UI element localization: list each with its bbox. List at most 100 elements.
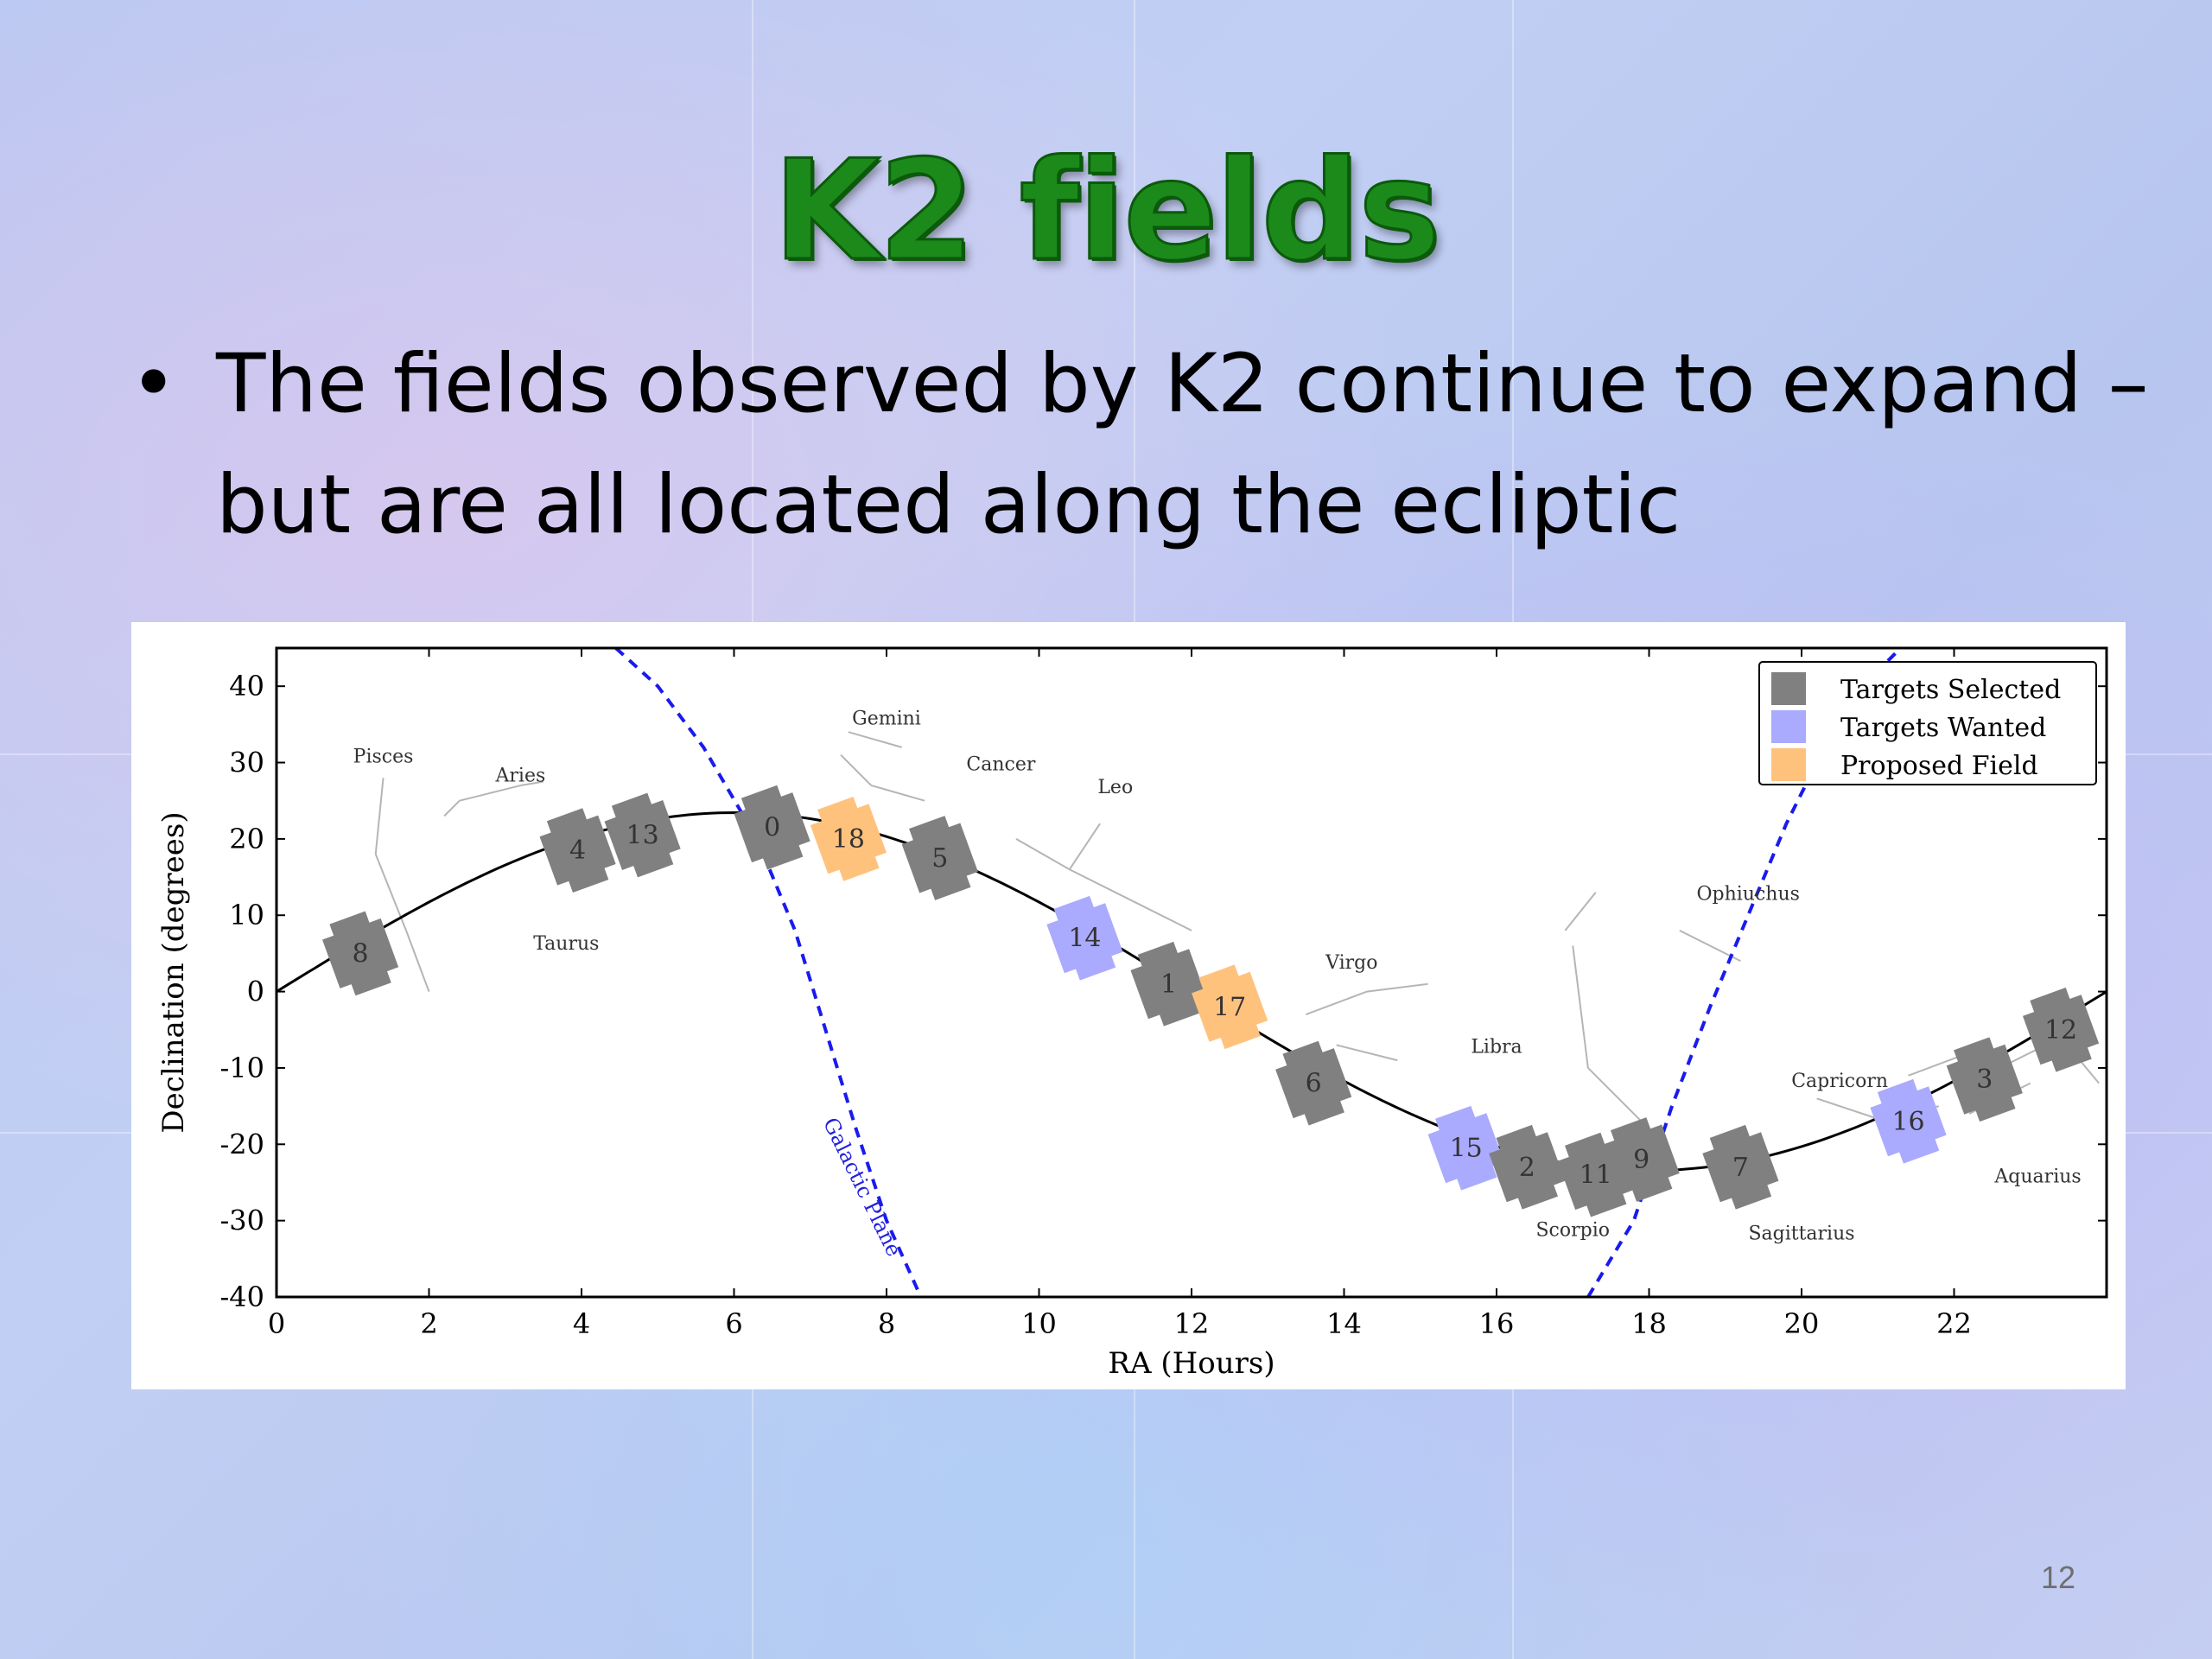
x-tick-label: 6 (725, 1307, 742, 1340)
legend-entry: Targets Wanted (1840, 713, 2046, 743)
bullet-dot: • (130, 337, 178, 431)
field-label: 6 (1306, 1069, 1322, 1099)
x-axis-label: RA (Hours) (1108, 1346, 1274, 1381)
y-tick-label: -20 (219, 1128, 264, 1160)
galactic-plane-line (614, 646, 923, 1298)
constellation-line (443, 799, 461, 817)
field-8 (321, 911, 399, 996)
galactic-plane: Galactic Plane (614, 646, 1903, 1299)
field-9 (1603, 1117, 1680, 1202)
field-marker (1489, 1124, 1566, 1210)
field-label: 1 (1160, 969, 1177, 1000)
constellation-line (405, 930, 430, 992)
axes: 0 2 4 6 8 10 12 14 16 18 20 22403020100-10-20-30-40… (156, 646, 2108, 1381)
constellation-line (520, 780, 544, 787)
constellation-label: Aries (495, 766, 546, 787)
y-tick-label: 10 (229, 899, 264, 931)
constellation-line (1306, 990, 1368, 1016)
y-tick-label: -30 (219, 1205, 264, 1237)
field-marker (1192, 964, 1268, 1050)
field-marker (1130, 941, 1207, 1027)
y-tick-label: 0 (247, 976, 264, 1008)
chart-container: Galactic Plane 8 4 13 0 18 5 14 1 17 6 15 2 11 9 7 16 3 1… (131, 622, 2126, 1389)
field-marker (1702, 1124, 1779, 1210)
constellation-line (840, 753, 873, 786)
field-16 (1870, 1078, 1947, 1164)
x-tick-label: 12 (1174, 1307, 1210, 1340)
field-label: 5 (931, 843, 948, 874)
field-marker (901, 816, 978, 900)
k2-fields-chart: Galactic Plane 8 4 13 0 18 5 14 1 17 6 15 2 11 9 7 16 3 1… (156, 646, 2108, 1381)
field-marker (539, 808, 616, 893)
field-label: 8 (353, 938, 369, 969)
x-tick-label: 2 (420, 1307, 437, 1340)
constellation-label: Aquarius (1993, 1166, 2081, 1187)
y-axis-label: Declination (degrees) (156, 811, 191, 1133)
y-tick-label: -40 (219, 1281, 264, 1313)
field-marker (1427, 1105, 1504, 1191)
x-tick-label: 20 (1784, 1307, 1820, 1340)
field-marker (604, 792, 681, 878)
bullet-text: The fields observed by K2 continue to ex… (216, 337, 2149, 552)
field-label: 4 (569, 836, 586, 866)
x-tick-label: 16 (1479, 1307, 1515, 1340)
constellation-labels: Pisces Aries Taurus Gemini Cancer Leo Virgo Lib… (353, 708, 2082, 1244)
field-6 (1275, 1040, 1352, 1126)
galactic-plane-label: Galactic Plane (818, 1114, 906, 1261)
x-tick-label: 10 (1021, 1307, 1057, 1340)
x-tick-label: 18 (1631, 1307, 1667, 1340)
field-marker (2022, 987, 2100, 1072)
field-marker (734, 785, 810, 870)
legend: Targets Selected Targets Wanted Proposed F… (1758, 661, 2097, 785)
y-tick-label: -10 (219, 1052, 264, 1084)
field-5 (901, 816, 978, 900)
field-label: 17 (1213, 992, 1246, 1022)
field-1 (1130, 941, 1207, 1027)
field-label: 2 (1519, 1153, 1535, 1183)
constellation-label: Scorpio (1535, 1219, 1610, 1241)
constellation-line (459, 785, 521, 802)
field-2 (1489, 1124, 1566, 1210)
constellation-line (1069, 868, 1131, 901)
field-7 (1702, 1124, 1779, 1210)
x-tick-label: 14 (1326, 1307, 1362, 1340)
constellation-label: Virgo (1325, 952, 1377, 974)
field-marker (810, 797, 887, 881)
x-tick-label: 0 (268, 1307, 285, 1340)
field-13 (604, 792, 681, 878)
x-tick-label: 8 (878, 1307, 895, 1340)
legend-box (1758, 661, 2097, 785)
field-marker (321, 911, 399, 996)
field-label: 9 (1633, 1145, 1649, 1175)
constellation-label: Leo (1097, 777, 1133, 798)
field-label: 13 (626, 820, 659, 850)
field-marker (1870, 1078, 1947, 1164)
field-markers: 8 4 13 0 18 5 14 1 17 6 15 2 11 9 7 16 3 12 (321, 785, 2100, 1217)
field-label: 0 (764, 813, 780, 843)
constellation-label: Gemini (852, 708, 921, 729)
field-12 (2022, 987, 2100, 1072)
field-marker (1275, 1040, 1352, 1126)
constellation-label: Cancer (966, 753, 1035, 775)
y-tick-label: 40 (229, 670, 264, 702)
y-tick-label: 30 (229, 747, 264, 779)
constellation-line (1564, 892, 1597, 931)
field-label: 3 (1976, 1065, 1993, 1095)
constellation-line (1572, 945, 1589, 1069)
field-18 (810, 797, 887, 881)
constellation-label: Sagittarius (1748, 1224, 1854, 1245)
constellation-label: Capricorn (1791, 1071, 1888, 1092)
constellation-label: Pisces (353, 747, 414, 768)
slide-title: K2 fields (772, 129, 1442, 293)
field-marker (1946, 1037, 2023, 1122)
field-4 (539, 808, 616, 893)
field-label: 14 (1068, 924, 1101, 954)
constellation-line (1366, 982, 1428, 993)
legend-swatch (1771, 710, 1806, 743)
constellation-label: Libra (1471, 1036, 1522, 1058)
x-tick-label: 22 (1936, 1307, 1972, 1340)
field-label: 12 (2044, 1015, 2077, 1046)
field-label: 18 (832, 824, 865, 855)
field-15 (1427, 1105, 1504, 1191)
field-marker (1046, 895, 1123, 981)
